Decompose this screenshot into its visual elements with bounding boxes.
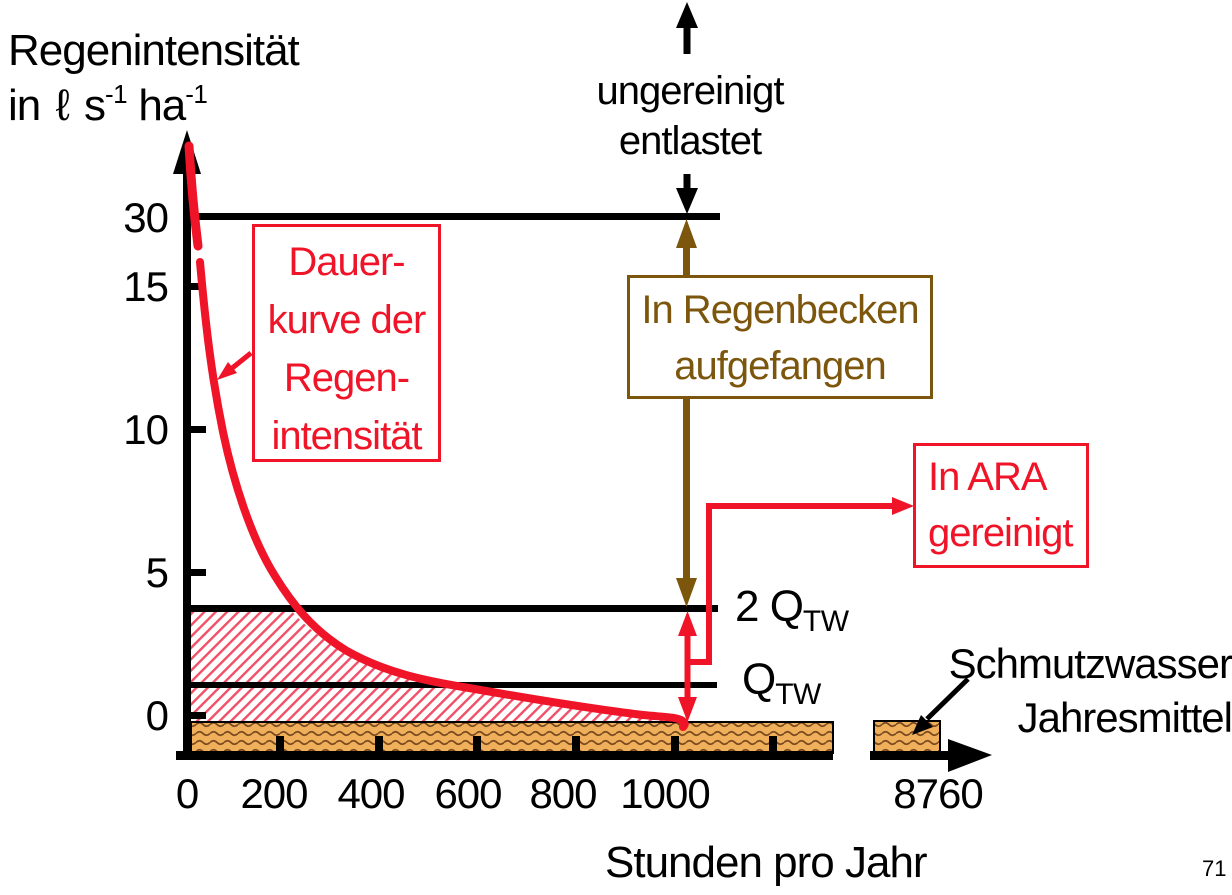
unit-in: in bbox=[8, 81, 41, 130]
dauerkurve-label-line4: intensität bbox=[271, 414, 422, 458]
sewage-bar bbox=[190, 721, 834, 754]
y-tick-label-10: 10 bbox=[123, 406, 169, 453]
unit-seconds: s bbox=[83, 81, 106, 130]
x-tick-label-8760: 8760 bbox=[893, 770, 983, 817]
schmutzwasser-line2: Jahresmittel bbox=[1017, 694, 1232, 741]
x-ticks bbox=[276, 736, 777, 753]
x-tick-label-800: 800 bbox=[529, 770, 597, 817]
x-axis-label: Stunden pro Jahr bbox=[605, 838, 928, 887]
rain-duration-curve-top bbox=[184, 141, 203, 251]
regenbecken-label-line1: In Regenbecken bbox=[641, 288, 919, 332]
y-tick-label-15: 15 bbox=[123, 263, 169, 310]
dauerkurve-leader-arrow-icon bbox=[217, 351, 253, 380]
label-2qtw-sub: TW bbox=[802, 605, 849, 638]
ara-hatched-area bbox=[191, 609, 684, 723]
dauerkurve-box: Dauer- kurve der Regen- intensität bbox=[252, 224, 441, 462]
y-tick-label-30: 30 bbox=[123, 194, 169, 241]
unit-exp-2: -1 bbox=[185, 79, 208, 109]
ungereinigt-label: ungereinigt entlastet bbox=[555, 66, 825, 166]
label-2qtw: 2 QTW bbox=[735, 582, 849, 640]
dauerkurve-label-line1: Dauer- bbox=[288, 240, 405, 284]
regenbecken-label-line2: aufgefangen bbox=[674, 344, 886, 388]
ara-box: In ARA gereinigt bbox=[913, 443, 1089, 568]
page-number: 71 bbox=[1202, 856, 1227, 881]
regenbecken-box: In Regenbecken aufgefangen bbox=[627, 275, 933, 399]
label-qtw: QTW bbox=[742, 655, 821, 713]
regenbecken-double-arrow-icon bbox=[676, 219, 697, 607]
rain-duration-curve bbox=[196, 258, 689, 731]
overflow-down-arrow-icon bbox=[676, 174, 698, 214]
schmutzwasser-line1: Schmutzwasser bbox=[948, 640, 1232, 687]
x-tick-label-200: 200 bbox=[240, 770, 308, 817]
schmutzwasser-label: Schmutzwasser Jahresmittel bbox=[920, 637, 1232, 745]
y-axis-title: Regenintensität bbox=[8, 26, 300, 75]
unit-litre-symbol: ℓ bbox=[55, 81, 69, 130]
overflow-up-arrow-icon bbox=[676, 2, 698, 54]
x-tick-label-1000: 1000 bbox=[620, 770, 710, 817]
label-2qtw-base: 2 Q bbox=[735, 582, 804, 631]
line-30 bbox=[183, 213, 720, 220]
label-qtw-sub: TW bbox=[775, 678, 821, 711]
dauerkurve-label-line2: kurve der bbox=[267, 298, 427, 342]
x-tick-label-0: 0 bbox=[175, 770, 199, 817]
ara-double-arrow-icon bbox=[678, 611, 697, 722]
label-qtw-base: Q bbox=[742, 655, 776, 704]
ungereinigt-line1: ungereinigt bbox=[596, 69, 785, 113]
dauerkurve-label-line3: Regen- bbox=[283, 356, 410, 400]
ara-connector-arrow-icon bbox=[690, 497, 914, 665]
unit-exp-1: -1 bbox=[104, 79, 128, 109]
line-2qtw bbox=[183, 605, 718, 612]
ara-label-line1: In ARA bbox=[928, 455, 1048, 499]
unit-hectare: ha bbox=[138, 81, 186, 130]
ungereinigt-line2: entlastet bbox=[618, 119, 762, 163]
x-axis bbox=[176, 736, 992, 772]
x-axis-arrowhead bbox=[948, 739, 992, 772]
x-tick-label-600: 600 bbox=[434, 770, 502, 817]
x-tick-label-400: 400 bbox=[337, 770, 405, 817]
ara-label-line2: gereinigt bbox=[928, 511, 1073, 555]
schmutzwasser-leader-arrow-icon bbox=[912, 677, 970, 735]
y-tick-label-0: 0 bbox=[145, 692, 169, 739]
y-tick-label-5: 5 bbox=[145, 549, 169, 596]
y-axis-unit: in ℓ s-1 ha-1 bbox=[8, 79, 208, 132]
